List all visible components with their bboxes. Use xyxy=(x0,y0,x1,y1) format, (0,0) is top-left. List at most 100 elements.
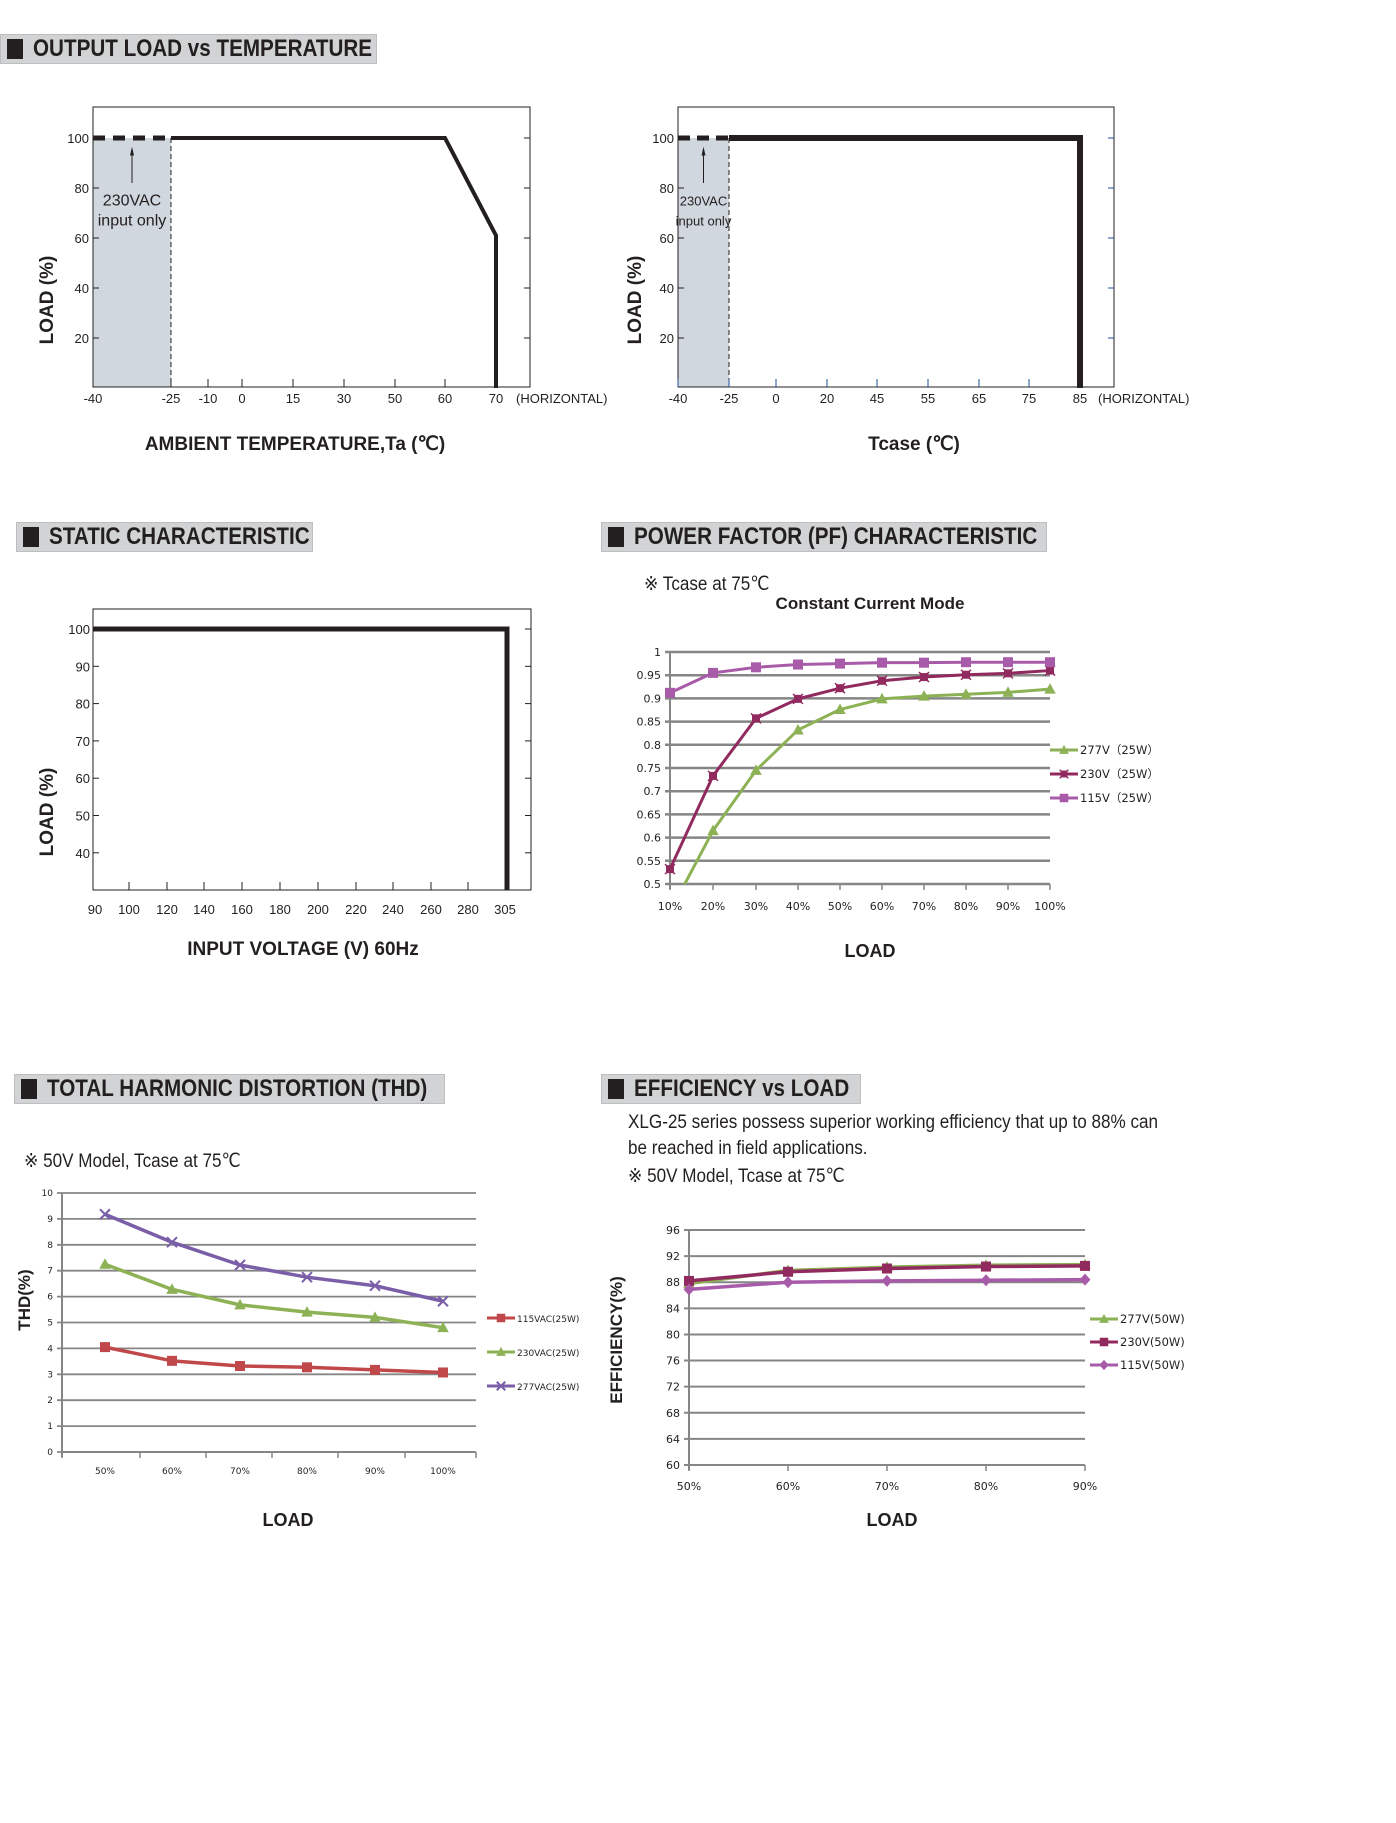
marker-stroke xyxy=(234,1259,246,1271)
x-axis-title: LOAD xyxy=(845,941,896,961)
chart-efficiency: 96 92 88 84 80 76 72 68 64 60 50% 60% 70% 80% 90% 277V(… xyxy=(607,1224,1185,1530)
x-axis-title: Tcase (℃) xyxy=(868,434,960,455)
marker-stroke xyxy=(437,1295,449,1307)
data-point xyxy=(835,658,845,669)
chart-pf: 1 0.95 0.9 0.85 0.8 0.75 0.7 0.65 0.6 0.55 0.5 10% 2… xyxy=(637,594,1159,961)
x-tick-label: 85 xyxy=(1073,391,1087,406)
y-tick-label: 60 xyxy=(666,1459,680,1472)
legend-item: 115V（25W） xyxy=(1050,791,1159,805)
data-point xyxy=(301,1271,313,1283)
series-1 xyxy=(683,683,1056,884)
x-tick-label: 0 xyxy=(772,391,779,406)
legend-label: 277V(50W) xyxy=(1120,1312,1185,1326)
data-point xyxy=(684,1275,694,1286)
y-tick-label: 60 xyxy=(76,771,90,786)
legend-item: 230V（25W） xyxy=(1050,767,1159,781)
x-tick-label: 140 xyxy=(193,902,215,917)
y-tick-label: 84 xyxy=(666,1302,680,1315)
y-tick-label: 1 xyxy=(654,646,661,659)
y-tick-label: 80 xyxy=(75,181,89,196)
y-tick-label: 88 xyxy=(666,1276,680,1289)
data-point xyxy=(960,688,972,699)
series-line-load xyxy=(93,626,510,890)
data-point xyxy=(1002,667,1014,679)
marker-stroke xyxy=(792,693,804,705)
y-tick-label: 60 xyxy=(660,231,674,246)
section-header-efficiency: EFFICIENCY vs LOAD xyxy=(601,1074,861,1104)
data-point xyxy=(234,1298,246,1310)
y-tick-label: 4 xyxy=(47,1344,53,1354)
x-axis-title: LOAD xyxy=(263,1510,314,1530)
plot-frame xyxy=(92,608,532,891)
marker-stroke xyxy=(960,669,972,681)
data-point xyxy=(369,1311,381,1322)
y-tick-label: 9 xyxy=(47,1215,53,1225)
pf-condition-note: ※ Tcase at 75℃ xyxy=(644,574,770,595)
data-point xyxy=(1044,665,1056,677)
x-tick-label: 60% xyxy=(776,1480,800,1493)
y-tick-label: 0.5 xyxy=(644,878,662,891)
y-tick-label: 50 xyxy=(76,809,90,824)
arrow-up-icon xyxy=(130,146,134,156)
data-point xyxy=(750,764,762,775)
data-point xyxy=(234,1259,246,1271)
x-tick-label: 160 xyxy=(231,902,253,917)
series-line xyxy=(668,669,1051,870)
plot-frame xyxy=(92,106,531,388)
x-tick-label: 80% xyxy=(974,1480,998,1493)
x-tick-label: 120 xyxy=(156,902,178,917)
x-tick-label: 70% xyxy=(875,1480,899,1493)
data-point xyxy=(919,657,929,668)
legend-label: 115V(50W) xyxy=(1120,1358,1185,1372)
legend-marker xyxy=(496,1381,506,1391)
y-tick-label: 0.7 xyxy=(644,785,662,798)
data-point xyxy=(1080,1260,1090,1271)
legend-item: 115V(50W) xyxy=(1090,1358,1185,1372)
x-tick-label: 55 xyxy=(921,391,935,406)
data-point xyxy=(437,1321,449,1333)
x-axis-suffix: (HORIZONTAL) xyxy=(1098,391,1189,406)
data-point xyxy=(961,657,971,668)
y-tick-label: 1 xyxy=(47,1422,53,1432)
data-point xyxy=(834,703,846,715)
data-point xyxy=(166,1283,178,1294)
x-tick-label: 90 xyxy=(88,902,102,917)
thd-condition-note: ※ 50V Model, Tcase at 75℃ xyxy=(24,1151,241,1172)
y-tick-label: 20 xyxy=(660,331,674,346)
x-tick-label: 50% xyxy=(828,900,852,913)
data-point xyxy=(750,712,762,724)
y-tick-label: 7 xyxy=(47,1267,53,1277)
x-tick-label: 65 xyxy=(972,391,986,406)
x-tick-label: 15 xyxy=(286,391,300,406)
x-tick-label: 240 xyxy=(382,902,404,917)
legend-item: 277V（25W） xyxy=(1050,743,1159,757)
x-tick-label: 305 xyxy=(494,902,516,917)
efficiency-description-line1: XLG-25 series possess superior working e… xyxy=(628,1112,1159,1133)
chart-ambient: 100 80 60 40 20 -40 -25 -10 0 15 30 50 60 70 (HORIZONT… xyxy=(37,106,607,455)
series-3 xyxy=(665,657,1055,698)
data-point xyxy=(834,682,846,694)
bullet-square-icon xyxy=(608,527,624,547)
data-point xyxy=(707,770,719,782)
legend-item: 115VAC(25W) xyxy=(487,1313,579,1325)
y-tick-label: 0.6 xyxy=(644,832,662,845)
x-tick-label: -40 xyxy=(669,391,688,406)
y-tick-label: 0.65 xyxy=(637,808,662,821)
marker-stroke xyxy=(1059,769,1069,779)
section-title: EFFICIENCY vs LOAD xyxy=(634,1075,850,1102)
data-point xyxy=(881,1274,893,1287)
data-point xyxy=(882,1263,892,1274)
data-point xyxy=(437,1295,449,1307)
legend-marker xyxy=(1099,1337,1109,1347)
data-point xyxy=(99,1208,111,1220)
series-line xyxy=(669,660,1050,695)
x-tick-label: 80% xyxy=(297,1467,317,1477)
series-line-derating xyxy=(171,136,498,388)
data-point xyxy=(793,659,803,670)
chart-title: Constant Current Mode xyxy=(776,594,965,613)
y-axis-title: THD(%) xyxy=(15,1269,34,1330)
y-tick-label: 60 xyxy=(75,231,89,246)
x-tick-label: -40 xyxy=(84,391,103,406)
legend-item: 277VAC(25W) xyxy=(487,1381,579,1393)
x-tick-label: 50% xyxy=(95,1467,115,1477)
